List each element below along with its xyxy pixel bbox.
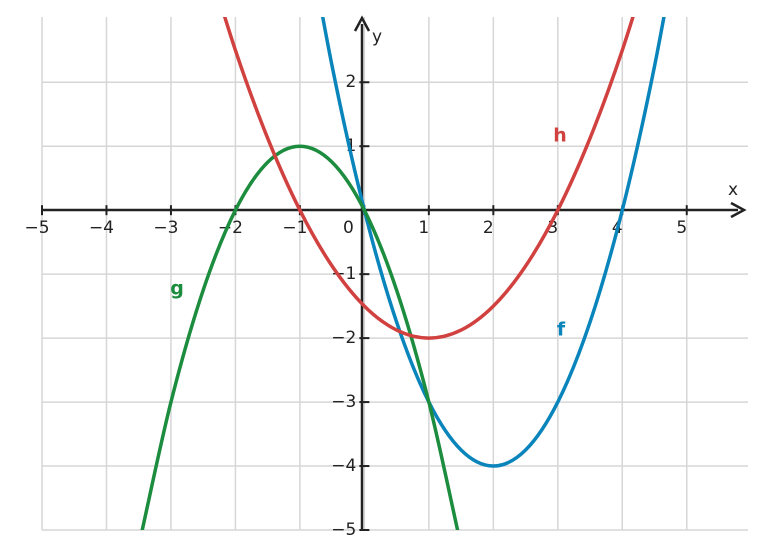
x-tick-label: 5 xyxy=(676,218,687,238)
y-tick-label: 1 xyxy=(346,136,357,156)
y-tick-label: 2 xyxy=(346,72,357,92)
y-arrow xyxy=(353,15,371,32)
grid xyxy=(41,17,748,531)
curve xyxy=(320,17,666,468)
y-axis-label: y xyxy=(372,27,382,47)
x-tick-label: −3 xyxy=(153,218,178,238)
y-tick-label: −1 xyxy=(331,264,356,284)
x-tick-label: −4 xyxy=(89,218,114,238)
x-tick-label: −5 xyxy=(24,218,49,238)
curves xyxy=(140,17,666,530)
x-tick-label: 3 xyxy=(547,218,558,238)
x-axis-label: x xyxy=(728,180,738,200)
y-tick-label: −5 xyxy=(331,520,356,540)
y-tick-label: −2 xyxy=(331,328,356,348)
curve xyxy=(140,144,460,530)
x-tick-label: 0 xyxy=(343,218,354,238)
ticks: −5 −4 −3 −2 −1 0 1 2 3 4 5−5−4−3−2−112 xyxy=(24,72,688,540)
y-tick-label: −3 xyxy=(331,392,356,412)
x-tick-label: −1 xyxy=(282,218,307,238)
curve xyxy=(222,17,635,340)
curve-label: g xyxy=(170,278,184,300)
x-tick-label: 1 xyxy=(418,218,429,238)
x-tick-label: 2 xyxy=(483,218,494,238)
curve-labels: f g h xyxy=(170,125,567,341)
curve-label: f xyxy=(557,319,566,341)
x-arrow xyxy=(730,201,747,219)
y-tick-label: −4 xyxy=(331,456,356,476)
curve-label: h xyxy=(553,125,567,147)
